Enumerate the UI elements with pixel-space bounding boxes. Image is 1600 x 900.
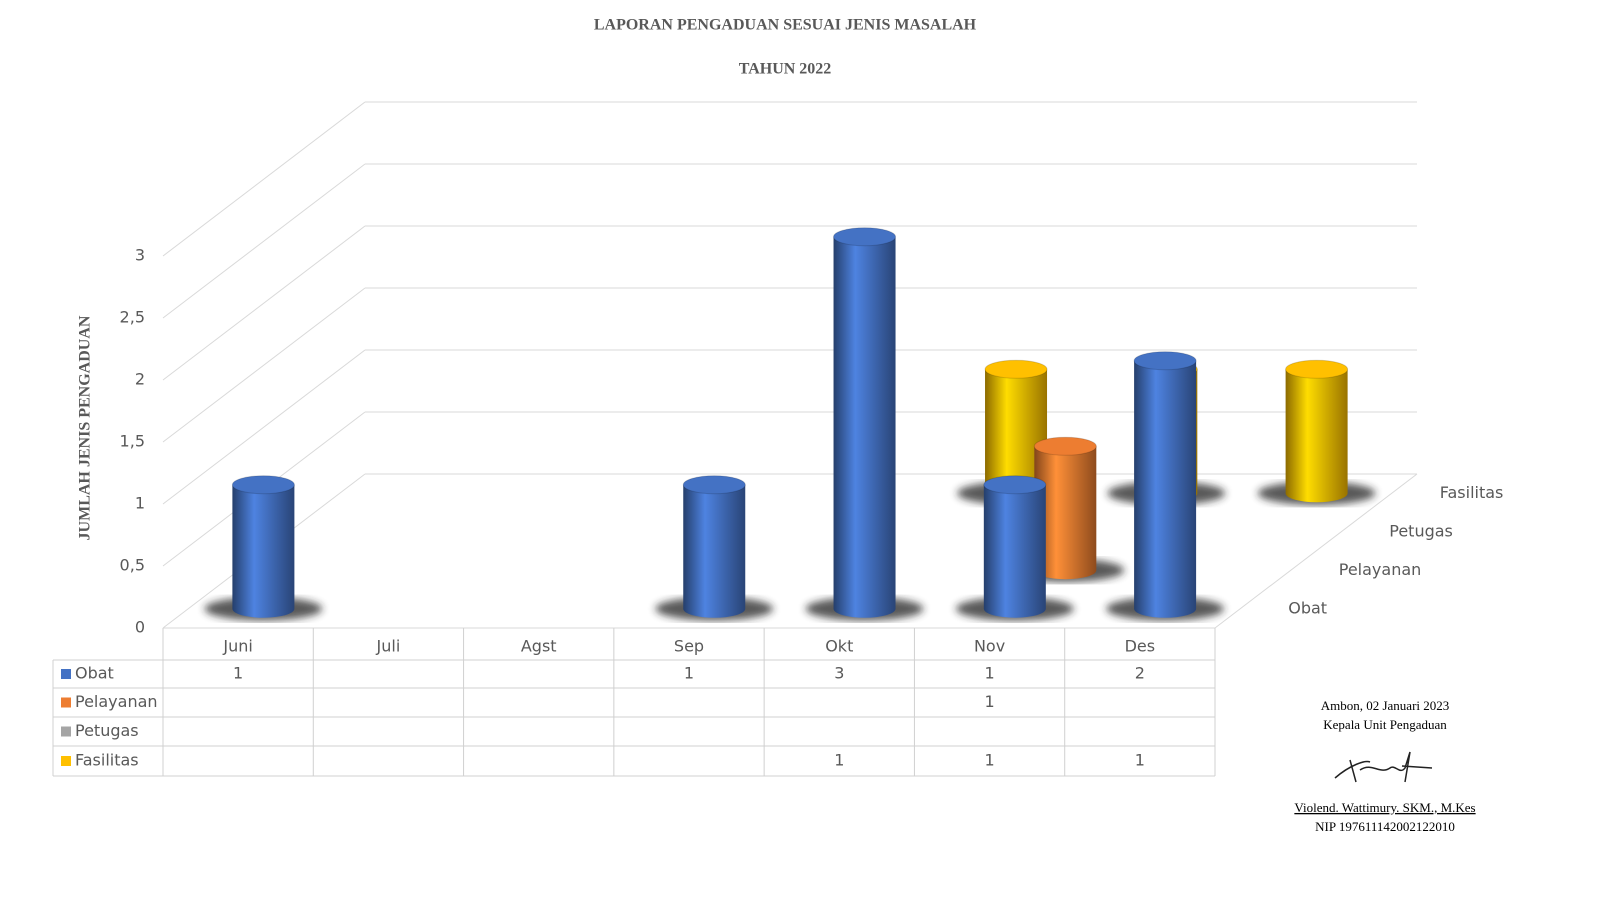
legend-swatch bbox=[61, 669, 71, 679]
table-value: 1 bbox=[684, 664, 694, 683]
legend-swatch bbox=[61, 756, 71, 766]
signature-nip: NIP 197611142002122010 bbox=[1315, 819, 1455, 834]
x-tick-label: Okt bbox=[825, 637, 853, 656]
bar-top bbox=[1133, 351, 1197, 371]
depth-axis-label: Fasilitas bbox=[1440, 483, 1504, 502]
x-tick-label: Juni bbox=[222, 637, 252, 656]
depth-axis-label: Pelayanan bbox=[1339, 560, 1422, 579]
bar bbox=[683, 484, 746, 618]
x-tick-label: Juli bbox=[376, 637, 401, 656]
signature-place-date: Ambon, 02 Januari 2023 bbox=[1321, 698, 1450, 713]
table-value: 1 bbox=[233, 664, 243, 683]
chart-title: LAPORAN PENGADUAN SESUAI JENIS MASALAH bbox=[594, 17, 977, 34]
table-value: 1 bbox=[984, 751, 994, 770]
legend-label: Pelayanan bbox=[75, 692, 158, 711]
signature-block: Ambon, 02 Januari 2023 Kepala Unit Penga… bbox=[1294, 698, 1475, 834]
bar bbox=[983, 484, 1046, 618]
table-value: 1 bbox=[1135, 751, 1145, 770]
legend-swatch bbox=[61, 726, 71, 737]
chart-subtitle: TAHUN 2022 bbox=[739, 61, 832, 78]
table-value: 2 bbox=[1135, 664, 1145, 683]
grid-line bbox=[162, 349, 366, 505]
y-tick-label: 1,5 bbox=[120, 432, 145, 451]
bar bbox=[985, 369, 1048, 503]
bar-top bbox=[682, 475, 746, 495]
y-tick-label: 1 bbox=[135, 494, 145, 513]
bar bbox=[1134, 360, 1197, 618]
x-tick-label: Agst bbox=[521, 637, 557, 656]
bar-top bbox=[1033, 436, 1097, 456]
grid-line bbox=[162, 163, 366, 319]
y-tick-label: 2,5 bbox=[120, 308, 145, 327]
y-tick-label: 3 bbox=[135, 246, 145, 265]
y-axis-label: JUMLAH JENIS PENGADUAN bbox=[77, 315, 94, 540]
signature-scribble bbox=[1334, 751, 1433, 783]
depth-axis-label: Petugas bbox=[1389, 521, 1453, 540]
table-value: 1 bbox=[984, 664, 994, 683]
y-tick-label: 0,5 bbox=[120, 556, 145, 575]
bar-top bbox=[984, 359, 1048, 379]
x-tick-label: Des bbox=[1125, 637, 1156, 656]
bar bbox=[232, 484, 295, 618]
x-tick-label: Sep bbox=[674, 637, 704, 656]
bar bbox=[1034, 446, 1097, 580]
signature-position: Kepala Unit Pengaduan bbox=[1323, 717, 1447, 732]
grid-line bbox=[162, 101, 366, 257]
signature-name: Violend. Wattimury. SKM., M.Kes bbox=[1294, 800, 1475, 815]
legend-swatch bbox=[61, 697, 71, 708]
bar bbox=[1285, 369, 1348, 503]
x-tick-label: Nov bbox=[974, 637, 1005, 656]
y-tick-label: 2 bbox=[135, 370, 145, 389]
legend-label: Fasilitas bbox=[75, 751, 139, 770]
bar-top bbox=[1285, 359, 1349, 379]
depth-axis-label: Obat bbox=[1288, 598, 1327, 617]
table-value: 3 bbox=[834, 664, 844, 683]
grid-line bbox=[162, 287, 366, 443]
bar-top bbox=[833, 227, 897, 247]
table-value: 1 bbox=[984, 692, 994, 711]
floor-edge bbox=[1214, 473, 1418, 629]
grid-line bbox=[162, 225, 366, 381]
table-value: 1 bbox=[834, 751, 844, 770]
plot: 0 0,5 1 1,5 2 2,5 3 Obat Pelayanan Petugas Fasilit… bbox=[52, 101, 1504, 777]
legend-label: Obat bbox=[75, 664, 114, 683]
bar-top bbox=[231, 475, 295, 495]
bar-top bbox=[983, 475, 1047, 495]
legend-label: Petugas bbox=[75, 721, 139, 740]
bar bbox=[833, 236, 896, 618]
y-tick-label: 0 bbox=[135, 618, 145, 637]
